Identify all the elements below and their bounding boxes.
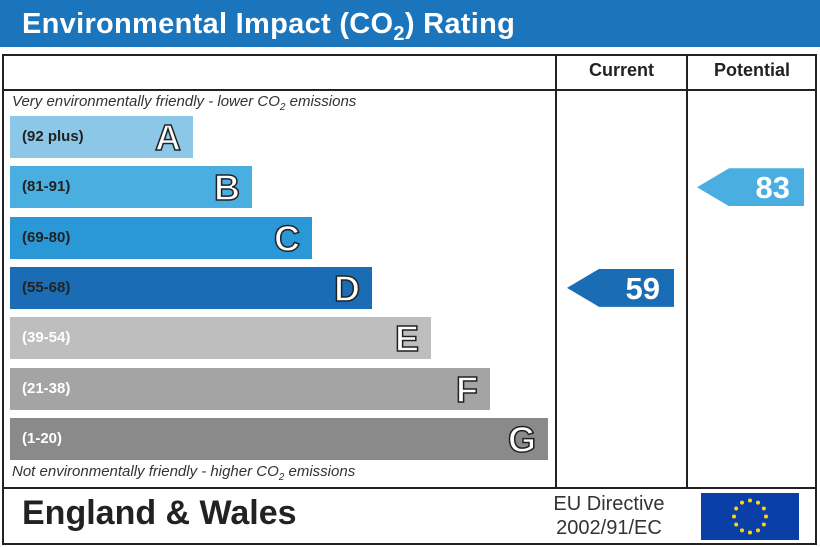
column-header-current: Current: [588, 60, 654, 80]
band-f: (21-38) F: [10, 367, 490, 411]
band-d: (55-68) D: [10, 266, 372, 310]
band-g: (1-20) G: [10, 417, 548, 461]
star-icon: [764, 514, 768, 519]
divider: [2, 89, 817, 91]
rating-table: [2, 54, 817, 545]
band-range: (39-54): [22, 329, 71, 347]
divider: [2, 487, 817, 489]
column-header-potential: Potential: [713, 60, 790, 80]
band-letter: C: [273, 217, 301, 260]
star-icon: [748, 530, 752, 535]
eu-flag-icon: [701, 493, 799, 540]
star-icon: [740, 500, 744, 505]
star-icon: [761, 506, 766, 511]
region-label: England & Wales: [22, 494, 297, 532]
band-letter: E: [394, 317, 420, 360]
band-range: (21-38): [22, 379, 71, 397]
star-icon: [748, 498, 752, 503]
divider: [555, 54, 557, 489]
divider: [686, 54, 688, 489]
top-note: Very environmentally friendly - lower CO…: [12, 93, 357, 113]
page-title: Environmental Impact (CO2) Rating: [0, 0, 820, 47]
band-letter: B: [213, 167, 241, 210]
potential-rating-arrow: 83: [697, 168, 804, 207]
bottom-note: Not environmentally friendly - higher CO…: [12, 463, 356, 483]
band-letter: D: [333, 267, 361, 310]
star-icon: [734, 522, 739, 527]
star-icon: [732, 514, 736, 519]
band-range: (92 plus): [22, 128, 84, 145]
band-e: (39-54) E: [10, 317, 431, 360]
star-icon: [756, 500, 760, 505]
band-letter: A: [154, 116, 182, 159]
band-b: (81-91) B: [10, 166, 252, 210]
star-icon: [740, 528, 744, 533]
star-icon: [756, 528, 760, 533]
band-range: (69-80): [22, 228, 71, 246]
star-icon: [761, 522, 766, 527]
band-range: (81-91): [22, 178, 71, 196]
eu-directive: EU Directive 2002/91/EC: [553, 493, 665, 539]
band-letter: F: [455, 368, 479, 411]
star-icon: [734, 506, 739, 511]
band-range: (55-68): [22, 278, 71, 296]
band-letter: G: [507, 418, 537, 461]
band-c: (69-80) C: [10, 216, 312, 260]
band-range: (1-20): [22, 429, 63, 447]
band-a: (92 plus) A: [10, 116, 193, 159]
